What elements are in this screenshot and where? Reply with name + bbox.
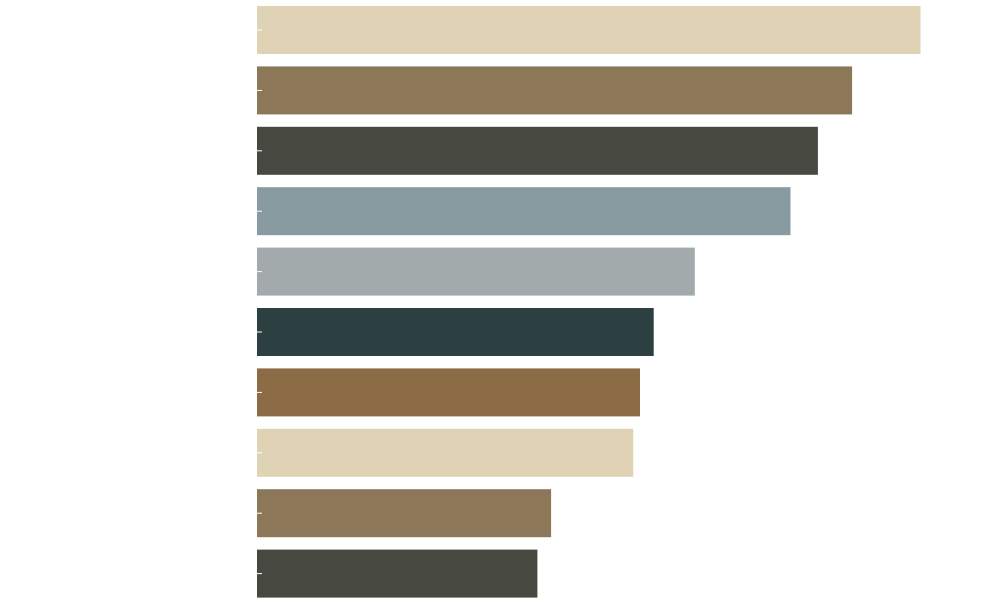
bar-6 (257, 308, 654, 356)
bar-8 (257, 428, 634, 477)
bar-5 (257, 247, 695, 296)
bar-3 (257, 126, 818, 175)
bar-7 (257, 368, 640, 417)
bar-4 (257, 187, 791, 236)
bar-10 (257, 549, 538, 598)
bar-9 (257, 489, 552, 538)
bars-group (257, 6, 921, 598)
bar-2 (257, 66, 853, 115)
y-axis-ticks (257, 29, 262, 575)
bar-1 (257, 6, 921, 54)
